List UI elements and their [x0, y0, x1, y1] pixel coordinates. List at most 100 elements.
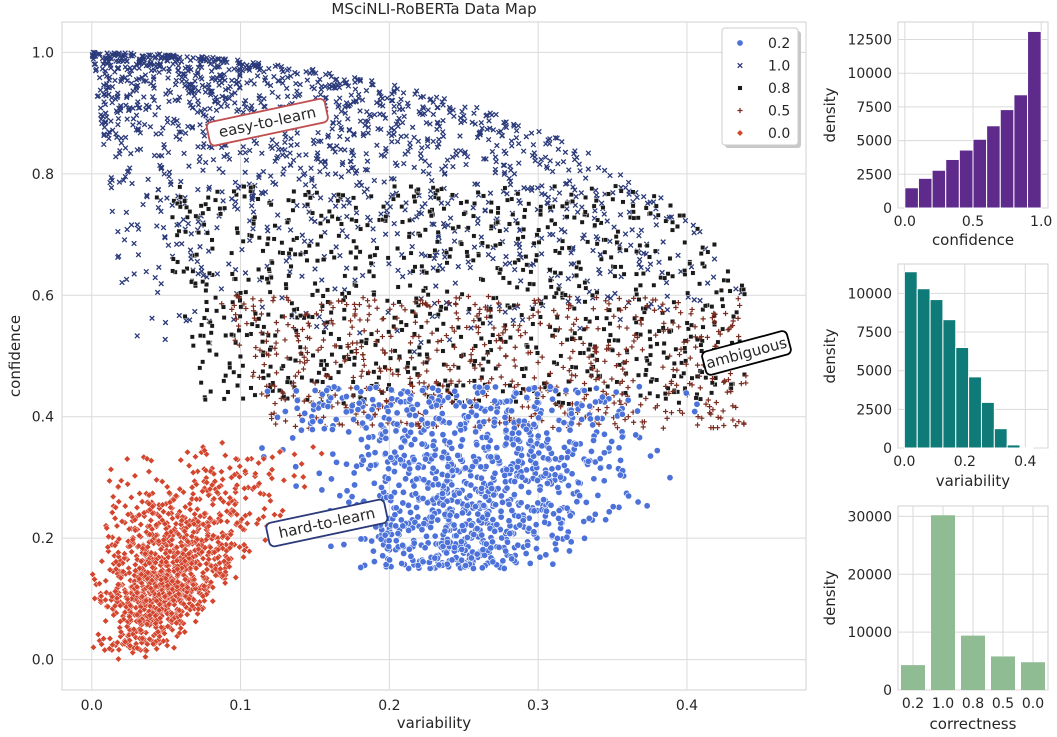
- scatter-point-0-2: [401, 462, 409, 470]
- scatter-point-1-0: [232, 179, 239, 186]
- scatter-point-0-5: [616, 324, 622, 330]
- scatter-point-0-8: [221, 378, 227, 384]
- scatter-point-0-2: [506, 530, 514, 538]
- scatter-point-0-8: [703, 303, 708, 309]
- scatter-point-1-0: [536, 128, 542, 135]
- scatter-point-0-2: [616, 471, 624, 479]
- scatter-point-1-0: [336, 84, 343, 91]
- scatter-point-0-8: [727, 288, 733, 294]
- scatter-point-0-2: [424, 499, 432, 507]
- scatter-point-1-0: [255, 64, 261, 71]
- scatter-point-0-2: [369, 547, 377, 555]
- scatter-point-1-0: [127, 71, 133, 78]
- scatter-point-0-5: [666, 390, 672, 396]
- scatter-point-0-2: [514, 457, 522, 465]
- scatter-point-1-0: [428, 96, 434, 102]
- scatter-point-1-0: [574, 295, 581, 302]
- scatter-point-0-8: [648, 344, 654, 349]
- scatter-point-0-8: [718, 287, 724, 293]
- scatter-point-1-0: [353, 209, 360, 216]
- scatter-point-0-8: [612, 273, 618, 279]
- scatter-point-1-0: [452, 280, 459, 286]
- scatter-point-0-8: [266, 266, 272, 272]
- scatter-point-0-2: [531, 384, 539, 392]
- scatter-point-0-5: [700, 316, 706, 322]
- scatter-point-0-5: [268, 382, 275, 388]
- scatter-point-1-0: [109, 177, 115, 184]
- scatter-point-0-5: [295, 338, 302, 344]
- scatter-point-0-8: [630, 203, 636, 209]
- scatter-point-0-8: [214, 308, 220, 314]
- scatter-point-0-5: [434, 347, 440, 353]
- scatter-point-0-2: [572, 440, 580, 448]
- scatter-point-0-2: [382, 449, 390, 457]
- scatter-point-1-0: [371, 177, 378, 184]
- scatter-point-0-2: [491, 383, 499, 391]
- scatter-point-0-2: [405, 545, 413, 553]
- scatter-point-0-5: [718, 415, 724, 421]
- scatter-point-0-5: [735, 296, 741, 302]
- scatter-point-0-5: [292, 423, 299, 429]
- scatter-point-0-8: [249, 233, 254, 239]
- scatter-point-1-0: [496, 303, 503, 309]
- scatter-point-0-8: [353, 218, 359, 224]
- scatter-point-0-8: [414, 371, 420, 377]
- scatter-point-1-0: [275, 77, 281, 84]
- scatter-point-0-8: [631, 215, 637, 221]
- scatter-point-0-5: [318, 301, 325, 307]
- scatter-point-0-8: [485, 359, 491, 365]
- scatter-point-0-5: [566, 294, 573, 300]
- scatter-point-0-0: [240, 553, 248, 561]
- scatter-point-1-0: [576, 161, 582, 167]
- scatter-point-1-0: [176, 94, 183, 100]
- scatter-point-1-0: [440, 102, 446, 108]
- scatter-point-0-2: [508, 429, 516, 437]
- scatter-point-0-2: [343, 460, 351, 468]
- scatter-point-0-8: [198, 380, 204, 386]
- scatter-point-1-0: [101, 99, 107, 105]
- scatter-point-0-5: [528, 413, 534, 419]
- scatter-point-0-2: [452, 402, 460, 410]
- scatter-point-1-0: [92, 67, 99, 74]
- scatter-point-0-8: [634, 291, 640, 297]
- scatter-point-0-2: [505, 517, 513, 525]
- scatter-point-0-8: [485, 244, 491, 249]
- scatter-point-1-0: [357, 118, 364, 124]
- scatter-point-0-2: [292, 463, 300, 471]
- scatter-point-0-5: [515, 381, 521, 388]
- scatter-point-0-8: [608, 254, 614, 260]
- scatter-point-1-0: [102, 110, 109, 117]
- scatter-point-0-2: [367, 462, 375, 470]
- scatter-point-0-5: [698, 334, 705, 340]
- scatter-point-1-0: [151, 97, 157, 104]
- scatter-point-0-8: [268, 275, 274, 280]
- scatter-point-0-8: [435, 239, 440, 245]
- scatter-point-0-8: [209, 323, 215, 329]
- scatter-point-0-2: [332, 415, 340, 423]
- scatter-point-1-0: [403, 200, 409, 206]
- scatter-point-0-0: [194, 610, 202, 618]
- scatter-point-0-8: [260, 352, 266, 358]
- scatter-point-1-0: [267, 173, 274, 179]
- scatter-point-1-0: [198, 64, 205, 71]
- scatter-point-0-5: [301, 398, 307, 404]
- scatter-point-0-0: [276, 511, 284, 520]
- scatter-point-0-8: [346, 290, 352, 296]
- scatter-point-0-2: [524, 541, 532, 549]
- scatter-point-1-0: [474, 181, 481, 188]
- scatter-point-1-0: [136, 65, 142, 72]
- scatter-point-0-8: [354, 245, 359, 250]
- scatter-point-1-0: [634, 194, 640, 201]
- scatter-point-0-8: [594, 241, 600, 247]
- scatter-point-1-0: [458, 119, 464, 126]
- scatter-point-0-2: [323, 386, 331, 394]
- scatter-point-0-8: [587, 342, 593, 348]
- scatter-point-0-8: [350, 379, 356, 385]
- scatter-point-0-5: [273, 370, 280, 376]
- scatter-point-0-0: [105, 477, 114, 485]
- scatter-point-0-2: [497, 507, 505, 515]
- scatter-point-0-5: [281, 314, 287, 320]
- scatter-point-0-8: [525, 287, 531, 292]
- scatter-point-1-0: [273, 155, 280, 161]
